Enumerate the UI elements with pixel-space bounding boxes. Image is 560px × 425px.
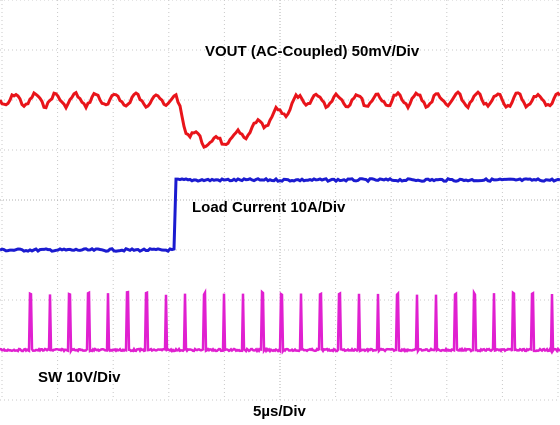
load-label: Load Current 10A/Div — [192, 199, 346, 216]
scope-screen: VOUT (AC-Coupled) 50mV/Div Load Current … — [0, 0, 560, 425]
page: {"traces": {"vout": "VOUT (AC-Coupled) 5… — [0, 0, 560, 425]
sw-trace — [0, 292, 560, 351]
traces — [0, 92, 560, 351]
vout-label: VOUT (AC-Coupled) 50mV/Div — [205, 43, 420, 60]
sw-label: SW 10V/Div — [38, 369, 121, 386]
timebase-label: 5µs/Div — [253, 403, 306, 420]
